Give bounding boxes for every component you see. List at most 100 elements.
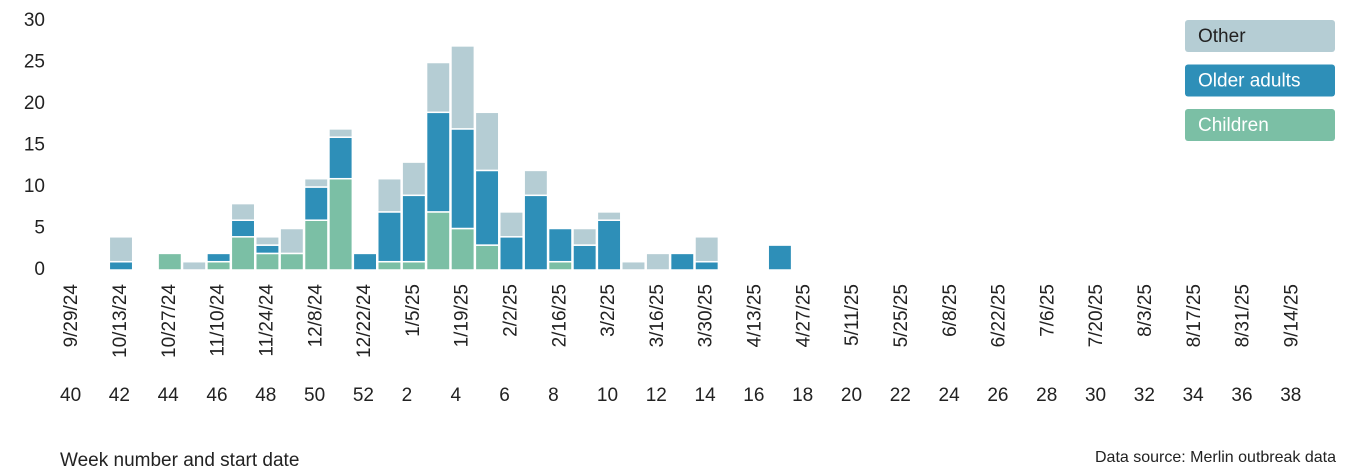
week-label: 30 (1085, 385, 1106, 406)
bar-segment (694, 236, 720, 263)
bar-segment (572, 227, 598, 246)
date-label: 7/20/25 (1086, 284, 1107, 347)
bar-segment (254, 252, 280, 271)
bar-segment (645, 252, 671, 271)
bar-segment (596, 211, 622, 221)
bar-segment (254, 244, 280, 255)
bar-segment (254, 236, 280, 246)
date-label: 1/5/25 (403, 284, 424, 337)
week-label: 48 (255, 385, 276, 406)
week-label: 20 (841, 385, 862, 406)
date-label: 12/22/24 (354, 284, 375, 358)
date-label: 5/25/25 (891, 284, 912, 347)
bar-segment (279, 252, 305, 271)
bar-segment (450, 128, 476, 230)
x-axis-title: Week number and start date (60, 450, 299, 471)
date-label: 10/13/24 (110, 284, 131, 358)
week-label: 40 (60, 385, 81, 406)
bar-segment (523, 169, 549, 197)
week-label: 6 (499, 385, 510, 406)
date-label: 6/22/25 (989, 284, 1010, 347)
date-label: 2/16/25 (549, 284, 570, 347)
legend-swatch (1185, 109, 1335, 141)
date-label: 10/27/24 (159, 284, 180, 358)
bar-segment (328, 136, 354, 180)
bar-segment (425, 211, 451, 271)
bar-segment (206, 252, 232, 263)
date-label: 2/2/25 (500, 284, 521, 337)
bar-segment (450, 45, 476, 130)
y-tick-label: 15 (24, 135, 45, 156)
week-label: 32 (1134, 385, 1155, 406)
date-label: 5/11/25 (842, 284, 863, 346)
week-label: 2 (402, 385, 413, 406)
bar-segment (694, 260, 720, 271)
week-label: 16 (743, 385, 764, 406)
bar-segment (108, 236, 134, 263)
source-note: Data source: Merlin outbreak data (1095, 449, 1336, 466)
week-label: 34 (1183, 385, 1205, 406)
week-label: 22 (890, 385, 911, 406)
bar-segment (279, 227, 305, 255)
bar-segment (669, 252, 695, 271)
date-label: 8/3/25 (1135, 284, 1156, 337)
bar-segment (157, 252, 183, 271)
y-tick-label: 25 (24, 52, 45, 73)
week-label: 14 (695, 385, 717, 406)
legend-label: Children (1198, 115, 1269, 136)
bar-segment (767, 244, 793, 271)
week-label: 28 (1036, 385, 1057, 406)
week-label: 8 (548, 385, 559, 406)
legend-label: Older adults (1198, 71, 1300, 92)
week-label: 18 (792, 385, 813, 406)
week-label: 38 (1280, 385, 1301, 406)
bar-segment (401, 260, 427, 271)
bar-segment (499, 236, 524, 271)
legend-label: Other (1198, 26, 1246, 47)
bar-segment (474, 111, 500, 172)
bar-segment (303, 219, 329, 271)
date-label: 4/13/25 (745, 284, 766, 347)
date-label: 3/2/25 (598, 284, 619, 337)
date-label: 4/27/25 (793, 284, 814, 347)
date-label: 1/19/25 (452, 284, 473, 347)
bar-segment (377, 177, 402, 213)
bar-segment (401, 161, 427, 197)
bar-segment (474, 169, 500, 246)
week-label: 26 (987, 385, 1008, 406)
legend-swatch (1185, 20, 1335, 52)
y-tick-label: 0 (34, 259, 45, 280)
bar-segment (474, 244, 500, 271)
bar-segment (230, 202, 256, 221)
week-label: 42 (109, 385, 130, 406)
bar-segment (377, 211, 402, 263)
date-label: 12/8/24 (305, 284, 326, 348)
date-label: 9/14/25 (1281, 284, 1302, 347)
date-label: 11/24/24 (256, 284, 277, 357)
bar-segment (572, 244, 598, 271)
bar-segment (328, 177, 354, 271)
bar-segment (352, 252, 378, 271)
date-label: 7/6/25 (1037, 284, 1058, 337)
bar-segment (523, 194, 549, 271)
bar-segment (596, 219, 622, 271)
date-label: 8/17/25 (1184, 284, 1205, 347)
date-label: 8/31/25 (1233, 284, 1254, 347)
bar-segment (181, 260, 207, 271)
week-label: 10 (597, 385, 618, 406)
y-tick-label: 10 (24, 176, 45, 197)
bar-segment (621, 260, 646, 271)
bar-segment (499, 211, 524, 238)
bar-segment (425, 61, 451, 114)
bar-segment (206, 260, 232, 271)
week-label: 46 (206, 385, 227, 406)
week-label: 50 (304, 385, 325, 406)
week-label: 12 (646, 385, 667, 406)
bar-segment (401, 194, 427, 263)
bar-segment (547, 260, 573, 271)
week-label: 52 (353, 385, 374, 406)
bar-segment (108, 260, 134, 271)
y-tick-label: 30 (24, 10, 45, 31)
y-tick-label: 5 (34, 218, 45, 239)
